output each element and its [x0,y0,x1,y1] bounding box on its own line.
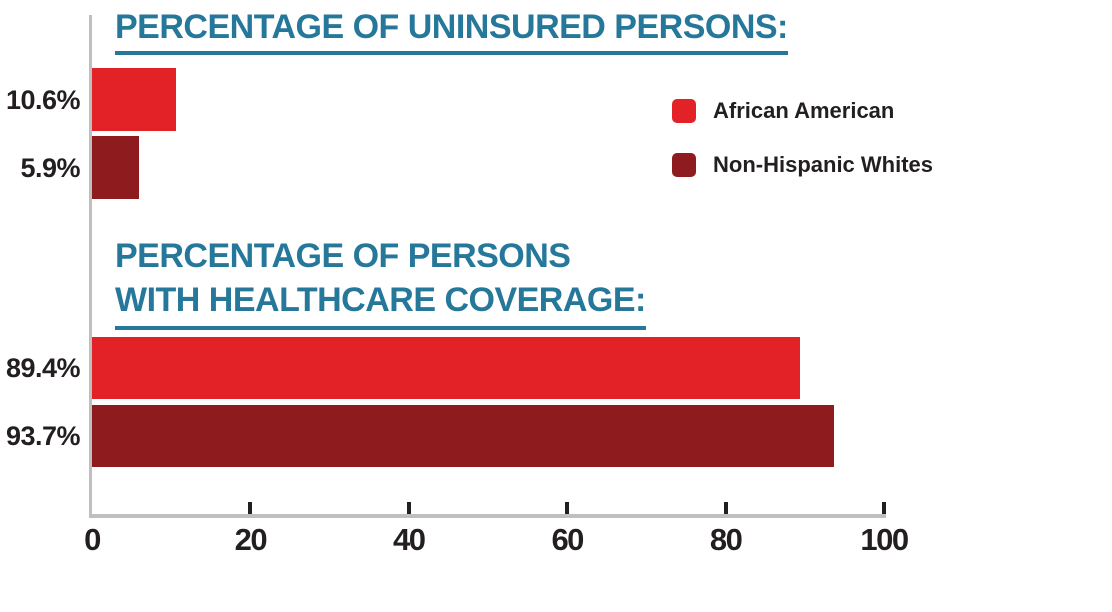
legend-item-non-hispanic-whites: Non-Hispanic Whites [672,152,933,178]
value-label-uninsured-african-american: 10.6% [5,85,81,115]
legend-swatch-african-american [672,99,696,123]
x-axis-tick-100 [882,502,886,514]
legend-label-non-hispanic-whites: Non-Hispanic Whites [713,152,934,177]
x-axis-tick-60 [565,502,570,514]
section-title-coverage-line1: PERCENTAGE OF PERSONS [115,237,571,275]
x-axis-tick-label-80: 80 [709,522,743,557]
value-label-coverage-african-american: 89.4% [5,353,81,383]
x-axis-tick-label-100: 100 [860,522,909,557]
section-title-uninsured-text: PERCENTAGE OF UNINSURED PERSONS: [115,8,788,55]
section-title-coverage-line2-wrap: WITH HEALTHCARE COVERAGE: [115,278,646,330]
bar-coverage-non-hispanic-whites [92,405,834,467]
bar-uninsured-non-hispanic-whites [92,136,139,199]
bar-coverage-african-american [92,337,800,399]
x-axis-line [89,514,886,518]
x-axis-tick-label-60: 60 [551,522,584,557]
legend-item-african-american: African American [672,98,894,124]
value-label-coverage-non-hispanic-whites: 93.7% [5,421,81,451]
section-title-uninsured: PERCENTAGE OF UNINSURED PERSONS: [115,8,788,55]
bar-uninsured-african-american [92,68,176,131]
value-label-uninsured-non-hispanic-whites: 5.9% [20,153,80,183]
x-axis-tick-80 [723,502,728,514]
y-axis-line [89,15,92,518]
x-axis-tick-20 [248,502,253,514]
section-title-coverage: PERCENTAGE OF PERSONS WITH HEALTHCARE CO… [115,234,646,330]
legend-swatch-non-hispanic-whites [672,153,696,177]
legend-label-african-american: African American [713,98,895,123]
section-title-coverage-line2: WITH HEALTHCARE COVERAGE: [115,278,646,330]
x-axis-tick-label-40: 40 [393,522,426,557]
x-axis-tick-label-0: 0 [84,522,101,557]
x-axis-tick-label-20: 20 [234,522,268,557]
x-axis-tick-40 [406,502,411,514]
